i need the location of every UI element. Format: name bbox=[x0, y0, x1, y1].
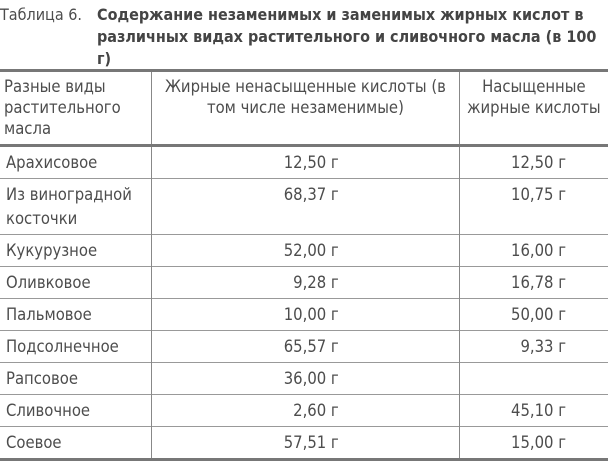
table-row: Кукурузное 52,00 г 16,00 г bbox=[0, 234, 608, 267]
cell-oil-name: Арахисовое bbox=[6, 153, 98, 172]
table-title: Содержание незаменимых и заменимых жирны… bbox=[97, 5, 597, 68]
cell-unsaturated: 52,00 г bbox=[151, 234, 460, 267]
cell-saturated: 45,10 г bbox=[458, 394, 608, 427]
cell-saturated: 9,33 г bbox=[458, 330, 608, 363]
cell-saturated: 12,50 г bbox=[458, 145, 608, 179]
table-row: Оливковое 9,28 г 16,78 г bbox=[0, 266, 608, 299]
cell-unsaturated: 10,00 г bbox=[151, 298, 460, 331]
cell-unsaturated: 36,00 г bbox=[151, 362, 460, 395]
cell-saturated: 50,00 г bbox=[458, 298, 608, 331]
table-row: Рапсовое 36,00 г bbox=[0, 362, 608, 395]
header-unsaturated: Жирные ненасыщенные кислоты (в том числе… bbox=[151, 70, 460, 147]
cell-oil-name: Пальмовое bbox=[0, 298, 152, 331]
cell-unsaturated: 57,51 г bbox=[151, 426, 460, 460]
table-number: Таблица 6. bbox=[0, 5, 82, 24]
header-row: Разные виды растительного масла Жирные н… bbox=[0, 70, 608, 147]
table-row: Сливочное 2,60 г 45,10 г bbox=[0, 394, 608, 427]
table-row: Из виноградной косточки 68,37 г 10,75 г bbox=[0, 178, 608, 235]
table-row: Подсолнечное 65,57 г 9,33 г bbox=[0, 330, 608, 363]
cell-oil-name: Соевое bbox=[0, 426, 152, 460]
table-row: Арахисовое 12,50 г 12,50 г bbox=[0, 145, 608, 179]
cell-unsaturated: 12,50 г bbox=[151, 145, 460, 179]
fatty-acids-table: Разные виды растительного масла Жирные н… bbox=[0, 69, 608, 461]
cell-oil-name: Рапсовое bbox=[0, 362, 152, 395]
cell-oil-name: Подсолнечное bbox=[0, 330, 152, 363]
cell-oil-name: Из виноградной косточки bbox=[0, 178, 152, 235]
cell-saturated: 15,00 г bbox=[458, 426, 608, 460]
cell-saturated bbox=[458, 362, 608, 395]
cell-saturated: 16,00 г bbox=[458, 234, 608, 267]
cell-unsaturated: 9,28 г bbox=[151, 266, 460, 299]
cell-oil-name: Сливочное bbox=[0, 394, 152, 427]
cell-unsaturated: 65,57 г bbox=[151, 330, 460, 363]
table-row: Пальмовое 10,00 г 50,00 г bbox=[0, 298, 608, 331]
header-saturated: Насыщенные жирные кислоты bbox=[458, 70, 608, 147]
cell-unsaturated: 2,60 г bbox=[151, 394, 460, 427]
cell-saturated: 16,78 г bbox=[458, 266, 608, 299]
cell-oil-name: Оливковое bbox=[0, 266, 152, 299]
cell-oil-name: Кукурузное bbox=[0, 234, 152, 267]
cell-saturated: 10,75 г bbox=[458, 178, 608, 235]
cell-unsaturated: 68,37 г bbox=[151, 178, 460, 235]
table-row: Соевое 57,51 г 15,00 г bbox=[0, 426, 608, 460]
header-oil-type: Разные виды растительного масла bbox=[0, 70, 152, 147]
